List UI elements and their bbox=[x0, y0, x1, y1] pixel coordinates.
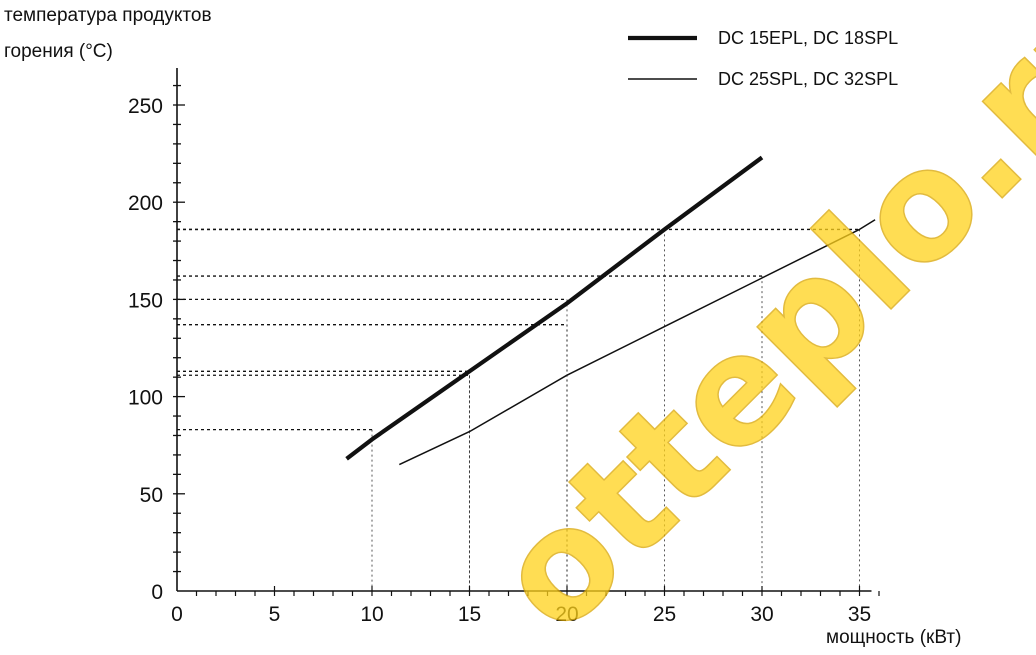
y-tick-label: 250 bbox=[128, 95, 163, 118]
y-tick-label: 0 bbox=[151, 581, 163, 604]
series-line-1 bbox=[345, 155, 764, 461]
x-tick-label: 30 bbox=[750, 603, 773, 626]
y-tick-label: 100 bbox=[128, 387, 163, 410]
x-tick-label: 25 bbox=[653, 603, 676, 626]
series-line-2 bbox=[398, 219, 876, 466]
x-tick-label: 35 bbox=[848, 603, 871, 626]
x-tick-label: 0 bbox=[171, 603, 183, 626]
y-tick-label: 200 bbox=[128, 192, 163, 215]
y-tick-label: 50 bbox=[140, 484, 163, 507]
x-axis-label: мощность (кВт) bbox=[826, 627, 962, 648]
x-tick-label: 20 bbox=[555, 603, 578, 626]
legend-entry-2-label: DC 25SPL, DC 32SPL bbox=[718, 69, 899, 89]
y-axis-label-line-1: температура продуктов bbox=[4, 5, 212, 26]
x-tick-label: 5 bbox=[269, 603, 281, 626]
y-axis-label-line-2: горения (°C) bbox=[4, 41, 113, 62]
legend-entry-1-label: DC 15EPL, DC 18SPL bbox=[718, 28, 899, 48]
x-tick-label: 15 bbox=[458, 603, 481, 626]
y-tick-label: 150 bbox=[128, 289, 163, 312]
x-tick-label: 10 bbox=[360, 603, 383, 626]
